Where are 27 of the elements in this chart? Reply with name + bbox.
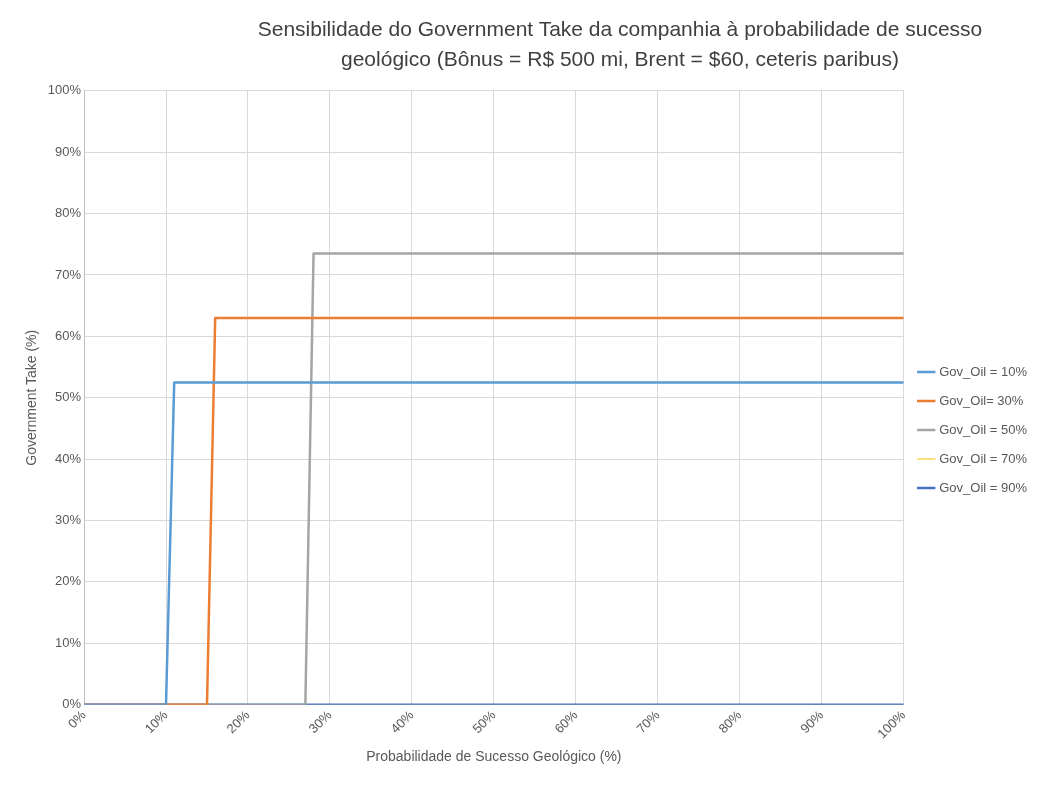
x-tick-label: 40%: [387, 706, 417, 737]
y-tick-label: 60%: [55, 327, 82, 343]
y-tick-label: 20%: [55, 573, 82, 589]
legend-label: Gov_Oil = 50%: [939, 421, 1028, 437]
y-tick-label: 90%: [55, 143, 82, 159]
legend-label: Gov_Oil= 30%: [939, 392, 1024, 408]
x-tick-label: 10%: [141, 706, 171, 737]
chart-title: Sensibilidade do Government Take da companhia à probabilidade de sucesso geológico (Bônus = R$ 500 mi, Brent = $60, ceteris paribus): [256, 16, 984, 72]
x-tick-label: 60%: [551, 706, 581, 737]
x-tick-label: 50%: [469, 706, 499, 737]
y-axis-title: Government Take (%): [23, 329, 40, 466]
y-tick-label: 40%: [55, 450, 82, 466]
x-tick-label: 80%: [715, 706, 745, 737]
legend-label: Gov_Oil = 70%: [939, 450, 1028, 466]
x-tick-label: 30%: [305, 706, 335, 737]
legend-label: Gov_Oil = 90%: [939, 479, 1028, 495]
legend-label: Gov_Oil = 10%: [939, 363, 1028, 379]
y-tick-label: 100%: [47, 82, 82, 98]
y-tick-label: 80%: [55, 205, 82, 221]
y-tick-label: 30%: [55, 512, 82, 528]
y-tick-label: 10%: [55, 634, 82, 650]
x-tick-label: 90%: [797, 706, 827, 737]
y-tick-label: 70%: [55, 266, 82, 282]
x-axis-title: Probabilidade de Sucesso Geológico (%): [366, 748, 622, 765]
x-tick-label: 70%: [633, 706, 663, 737]
y-tick-label: 50%: [55, 389, 82, 405]
y-tick-label: 0%: [62, 696, 82, 712]
